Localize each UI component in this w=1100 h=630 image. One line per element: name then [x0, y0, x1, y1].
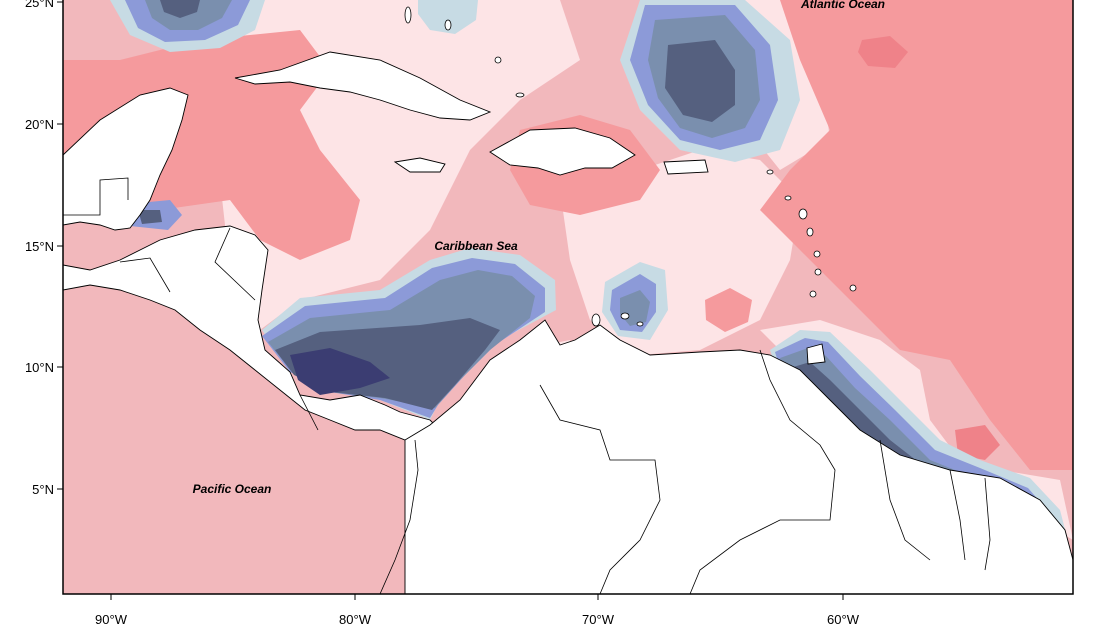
island-6 — [814, 268, 822, 276]
border-1 — [63, 177, 129, 216]
lat-label-5: 5°N — [32, 482, 54, 497]
island-bahamas-3 — [494, 56, 502, 64]
lon-label-90: 90°W — [95, 612, 128, 627]
field-neg-north-4 — [665, 40, 735, 122]
island-bonaire — [636, 321, 644, 327]
lon-label-60: 60°W — [827, 612, 860, 627]
land-jamaica — [393, 157, 446, 173]
island-4 — [806, 227, 814, 237]
border-4 — [299, 394, 319, 431]
lon-label-70: 70°W — [582, 612, 615, 627]
border-9 — [949, 469, 966, 561]
island-bahamas-4 — [515, 92, 525, 98]
lon-label-80: 80°W — [339, 612, 372, 627]
land-puerto-rico — [663, 159, 709, 175]
lat-label-15: 15°N — [25, 239, 54, 254]
field-pos4-b — [955, 425, 1000, 460]
island-1 — [766, 169, 774, 175]
border-5 — [379, 439, 419, 594]
land-yucatan — [63, 87, 189, 231]
border-2 — [119, 257, 171, 293]
field-neg-honduras-gulf-2 — [138, 210, 162, 224]
pacific-label: Pacific Ocean — [193, 482, 272, 496]
field-neg-topleft-4 — [160, 0, 200, 18]
lat-label-20: 20°N — [25, 117, 54, 132]
lat-axis: 25°N 20°N 15°N 10°N 5°N — [25, 0, 63, 497]
island-bahamas-2 — [444, 19, 452, 31]
land-south-america — [404, 319, 1073, 594]
field-pos3-a — [63, 30, 360, 260]
island-curacao — [620, 312, 630, 320]
border-7 — [689, 349, 836, 594]
land-central-america — [63, 225, 441, 441]
border-10 — [984, 477, 991, 571]
border-8 — [879, 439, 931, 561]
island-7 — [809, 290, 817, 298]
caribbean-label: Caribbean Sea — [434, 239, 518, 253]
island-8 — [849, 284, 857, 292]
atlantic-label: Atlantic Ocean — [800, 0, 885, 11]
field-pos3-b — [760, 0, 1073, 470]
island-2 — [784, 195, 792, 201]
island-3 — [798, 208, 808, 220]
field-pos4-a — [858, 36, 908, 68]
island-aruba — [591, 313, 601, 327]
field-neg-swcarib-5 — [290, 348, 390, 395]
land-hispaniola — [489, 127, 636, 176]
land-cuba — [234, 51, 492, 121]
plot-frame — [62, 0, 1074, 595]
field-pos3-d — [705, 288, 752, 332]
lat-label-10: 10°N — [25, 360, 54, 375]
islands-layer — [404, 6, 857, 327]
field-neg-bahamas — [418, 0, 478, 34]
border-6 — [539, 384, 661, 594]
island-bahamas-1 — [404, 6, 412, 24]
island-5 — [813, 250, 821, 258]
lat-label-25: 25°N — [25, 0, 54, 10]
land-layer — [63, 51, 1073, 594]
land-trinidad — [806, 343, 826, 365]
lon-axis: 90°W 80°W 70°W 60°W — [95, 594, 860, 627]
border-3 — [214, 227, 256, 301]
border-layer — [63, 177, 991, 594]
